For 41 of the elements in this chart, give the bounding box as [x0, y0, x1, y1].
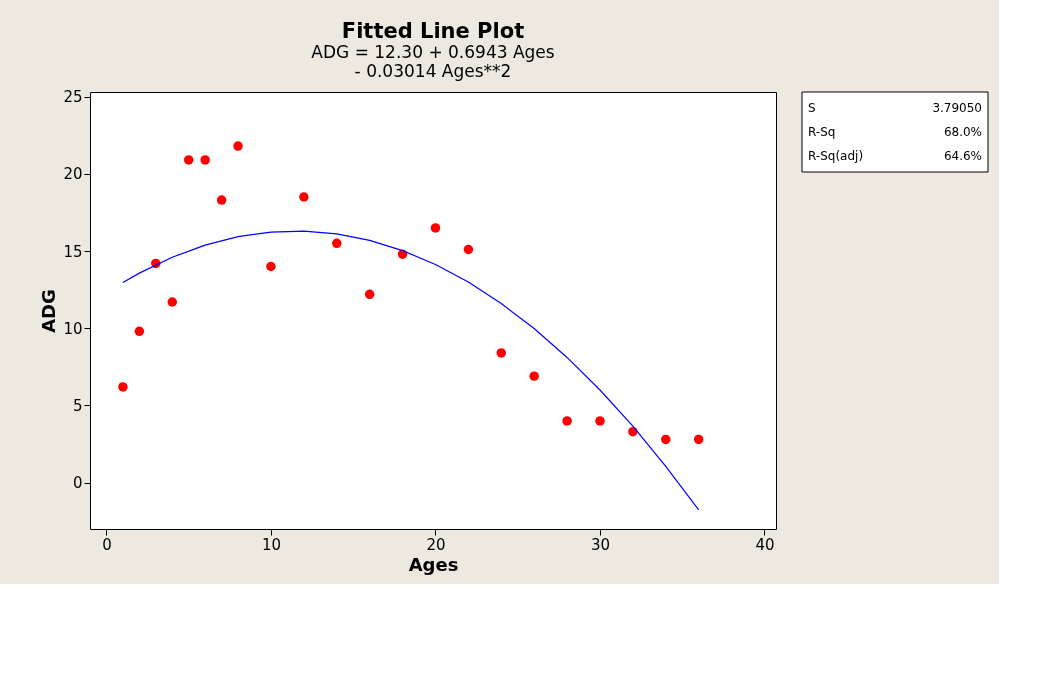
point [430, 223, 441, 233]
point [332, 238, 342, 249]
point [463, 244, 474, 255]
line-series [122, 230, 700, 511]
text: S [808, 101, 816, 115]
point [693, 434, 704, 445]
text: 68.0% [943, 125, 982, 139]
point [216, 195, 227, 205]
y-tick-label: 20 [63, 165, 83, 184]
x-tick-label: 20 [426, 535, 446, 554]
point [496, 348, 507, 358]
y-tick-label: 25 [63, 88, 83, 107]
point [167, 297, 177, 307]
text: 64.6% [943, 149, 982, 163]
x-tick-label: 30 [590, 535, 611, 554]
point [200, 155, 210, 165]
point [134, 326, 145, 337]
x-axis-title: Ages [408, 553, 459, 575]
x-tick-label: 10 [261, 535, 282, 554]
y-tick-label: 10 [63, 319, 83, 338]
chart-subtitle: ADG = 12.30 + 0.6943 Ages - 0.03014 Ages**2 [311, 41, 555, 81]
point [183, 155, 194, 165]
point [299, 192, 309, 202]
point [364, 289, 375, 300]
text: R-Sq(adj) [808, 149, 864, 163]
chart-title: Fitted Line Plot [341, 18, 525, 43]
x-tick-label: 40 [755, 535, 775, 554]
point [595, 416, 605, 426]
point [661, 434, 671, 445]
text: 3.79050 [932, 101, 982, 115]
y-tick-label: 15 [63, 242, 83, 261]
point [233, 141, 243, 151]
point [529, 371, 539, 381]
y-tick-label: 0 [72, 474, 83, 493]
y-tick-label: 5 [72, 396, 83, 415]
point [266, 261, 276, 272]
y-axis-title: ADG [38, 289, 60, 333]
x-tick-label: 0 [102, 535, 112, 554]
text: R-Sq [808, 125, 836, 139]
point [562, 416, 572, 426]
point [118, 382, 128, 392]
